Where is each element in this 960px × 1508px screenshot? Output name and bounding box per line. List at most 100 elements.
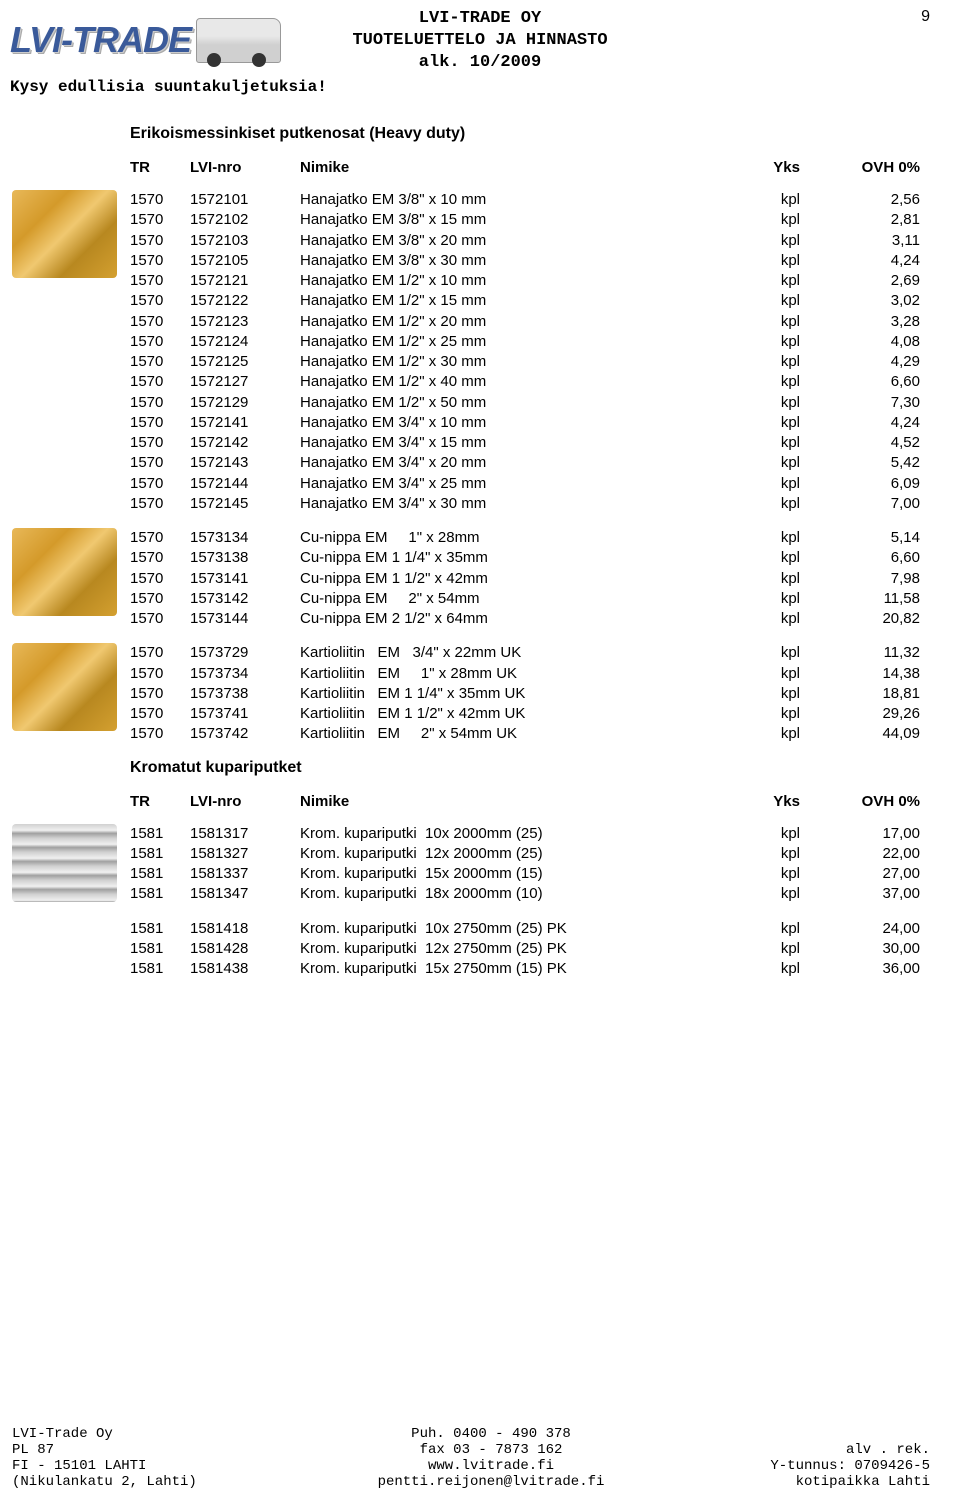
cell-yks: kpl (690, 190, 800, 210)
cell-yks: kpl (690, 332, 800, 352)
cell-lvi: 1573141 (190, 569, 300, 589)
product-block-2: 15701573134Cu-nippa EM 1" x 28mmkpl5,141… (0, 528, 960, 629)
table-row: 15811581418Krom. kupariputki 10x 2750mm … (0, 919, 960, 939)
cell-lvi: 1581327 (190, 844, 300, 864)
cell-ovh: 7,30 (800, 393, 920, 413)
cell-ovh: 44,09 (800, 724, 920, 744)
table-row: 15701572121Hanajatko EM 1/2" x 10 mmkpl2… (0, 271, 960, 291)
cell-lvi: 1581317 (190, 824, 300, 844)
col-header-ovh: OVH 0% (800, 159, 920, 176)
cell-nimike: Kartioliitin EM 1" x 28mm UK (300, 664, 690, 684)
cell-yks: kpl (690, 643, 800, 663)
table-row: 15701572105Hanajatko EM 3/8" x 30 mmkpl4… (0, 251, 960, 271)
cell-nimike: Cu-nippa EM 2" x 54mm (300, 589, 690, 609)
product-image-kupariputki (12, 824, 117, 902)
cell-tr: 1570 (130, 271, 190, 291)
cell-ovh: 4,29 (800, 352, 920, 372)
cell-yks: kpl (690, 474, 800, 494)
cell-yks: kpl (690, 959, 800, 979)
col-header-tr: TR (130, 159, 190, 176)
cell-yks: kpl (690, 433, 800, 453)
cell-lvi: 1572105 (190, 251, 300, 271)
cell-tr: 1570 (130, 332, 190, 352)
footer-r1r (670, 1426, 930, 1442)
footer-row: PL 87 fax 03 - 7873 162 alv . rek. (0, 1442, 960, 1458)
cell-tr: 1570 (130, 643, 190, 663)
table-row: 15811581347Krom. kupariputki 18x 2000mm … (0, 884, 960, 904)
cell-tr: 1570 (130, 372, 190, 392)
cell-lvi: 1572127 (190, 372, 300, 392)
cell-tr: 1570 (130, 453, 190, 473)
table-row: 15701573144Cu-nippa EM 2 1/2" x 64mmkpl2… (0, 609, 960, 629)
cell-ovh: 2,81 (800, 210, 920, 230)
cell-ovh: 6,09 (800, 474, 920, 494)
cell-ovh: 22,00 (800, 844, 920, 864)
product-image-cunippa (12, 528, 117, 616)
cell-lvi: 1581347 (190, 884, 300, 904)
cell-tr: 1570 (130, 528, 190, 548)
table-row: 15701572123Hanajatko EM 1/2" x 20 mmkpl3… (0, 312, 960, 332)
product-image-kartioliitin (12, 643, 117, 731)
cell-tr: 1570 (130, 474, 190, 494)
table-row: 15701572143Hanajatko EM 3/4" x 20 mmkpl5… (0, 453, 960, 473)
cell-ovh: 18,81 (800, 684, 920, 704)
cell-tr: 1570 (130, 433, 190, 453)
cell-nimike: Hanajatko EM 3/4" x 15 mm (300, 433, 690, 453)
cell-yks: kpl (690, 312, 800, 332)
cell-ovh: 7,00 (800, 494, 920, 514)
cell-tr: 1570 (130, 312, 190, 332)
cell-lvi: 1572145 (190, 494, 300, 514)
cell-nimike: Krom. kupariputki 10x 2750mm (25) PK (300, 919, 690, 939)
cell-yks: kpl (690, 413, 800, 433)
cell-ovh: 6,60 (800, 372, 920, 392)
cell-nimike: Hanajatko EM 3/8" x 20 mm (300, 231, 690, 251)
cell-ovh: 4,24 (800, 413, 920, 433)
footer-row: LVI-Trade Oy Puh. 0400 - 490 378 (0, 1426, 960, 1442)
col-header-lvi-2: LVI-nro (190, 793, 300, 810)
cell-nimike: Cu-nippa EM 1 1/2" x 42mm (300, 569, 690, 589)
cell-ovh: 3,11 (800, 231, 920, 251)
cell-ovh: 17,00 (800, 824, 920, 844)
catalog-date: alk. 10/2009 (352, 52, 607, 74)
cell-yks: kpl (690, 864, 800, 884)
cell-nimike: Cu-nippa EM 2 1/2" x 64mm (300, 609, 690, 629)
cell-nimike: Hanajatko EM 1/2" x 50 mm (300, 393, 690, 413)
cell-nimike: Hanajatko EM 1/2" x 10 mm (300, 271, 690, 291)
column-headers-2: TR LVI-nro Nimike Yks OVH 0% (0, 787, 960, 816)
col-header-lvi: LVI-nro (190, 159, 300, 176)
cell-tr: 1570 (130, 704, 190, 724)
cell-ovh: 2,56 (800, 190, 920, 210)
footer-address: (Nikulankatu 2, Lahti) (12, 1474, 312, 1490)
footer-kotipaikka: kotipaikka Lahti (670, 1474, 930, 1490)
cell-ovh: 37,00 (800, 884, 920, 904)
cell-lvi: 1573144 (190, 609, 300, 629)
cell-yks: kpl (690, 352, 800, 372)
cell-yks: kpl (690, 609, 800, 629)
cell-yks: kpl (690, 291, 800, 311)
footer-alvrek: alv . rek. (670, 1442, 930, 1458)
cell-nimike: Kartioliitin EM 1 1/4" x 35mm UK (300, 684, 690, 704)
cell-yks: kpl (690, 251, 800, 271)
cell-tr: 1570 (130, 393, 190, 413)
footer-email: pentti.reijonen@lvitrade.fi (312, 1474, 670, 1490)
cell-yks: kpl (690, 372, 800, 392)
table-row: 15701573738Kartioliitin EM 1 1/4" x 35mm… (0, 684, 960, 704)
cell-nimike: Hanajatko EM 3/4" x 20 mm (300, 453, 690, 473)
cell-yks: kpl (690, 684, 800, 704)
table-row: 15701573134Cu-nippa EM 1" x 28mmkpl5,14 (0, 528, 960, 548)
cell-ovh: 3,02 (800, 291, 920, 311)
footer-row: FI - 15101 LAHTI www.lvitrade.fi Y-tunnu… (0, 1458, 960, 1474)
footer-ytunnus: Y-tunnus: 0709426-5 (670, 1458, 930, 1474)
cell-ovh: 24,00 (800, 919, 920, 939)
cell-yks: kpl (690, 453, 800, 473)
cell-yks: kpl (690, 939, 800, 959)
cell-lvi: 1581337 (190, 864, 300, 884)
col-header-yks-2: Yks (690, 793, 800, 810)
cell-ovh: 4,08 (800, 332, 920, 352)
cell-ovh: 14,38 (800, 664, 920, 684)
cell-tr: 1570 (130, 291, 190, 311)
cell-yks: kpl (690, 884, 800, 904)
cell-ovh: 6,60 (800, 548, 920, 568)
cell-lvi: 1572144 (190, 474, 300, 494)
table-row: 15701573138Cu-nippa EM 1 1/4" x 35mmkpl6… (0, 548, 960, 568)
